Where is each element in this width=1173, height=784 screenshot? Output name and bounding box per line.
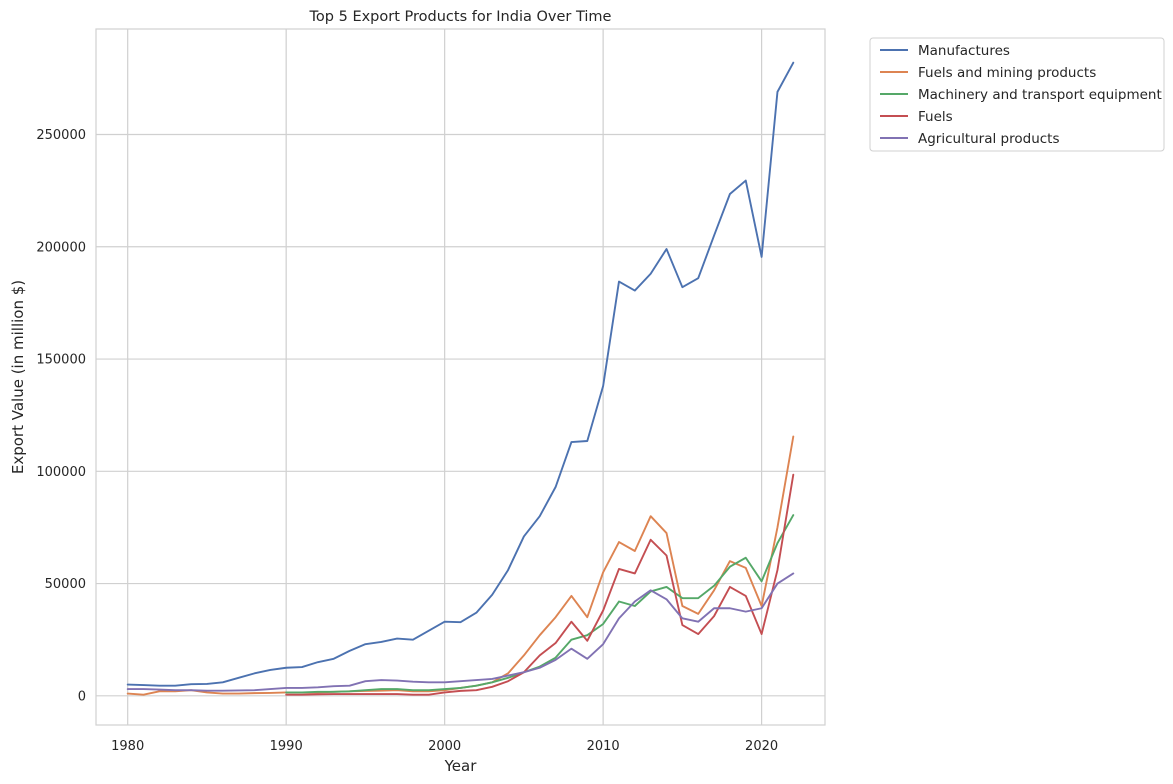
x-tick-label: 1990 [270, 739, 303, 754]
series-line-manufactures [126, 61, 795, 687]
y-axis-label: Export Value (in million $) [9, 280, 27, 474]
legend-frame [869, 37, 1165, 152]
legend-label: Fuels [918, 109, 953, 125]
x-axis-label: Year [444, 757, 478, 775]
x-tick-label: 1980 [111, 739, 144, 754]
x-tick-label: 2000 [428, 739, 461, 754]
legend-label: Agricultural products [918, 131, 1060, 147]
y-tick-label: 0 [78, 689, 86, 704]
legend-item-fuels: Fuels [880, 109, 953, 125]
y-tick-labels: 0 50000 100000 150000 200000 250000 [36, 128, 86, 704]
legend-label: Machinery and transport equipment [918, 87, 1162, 103]
series-manufactures [126, 61, 795, 687]
series-line-fuels [285, 473, 795, 696]
series-machinery-and-transport-equipment [285, 514, 795, 694]
legend-label: Manufactures [918, 43, 1010, 59]
series-lines [126, 61, 795, 696]
grid-lines [96, 29, 825, 725]
legend-item-manufactures: Manufactures [880, 43, 1010, 59]
y-tick-label: 150000 [36, 353, 86, 368]
y-tick-label: 50000 [45, 577, 86, 592]
y-tick-label: 250000 [36, 128, 86, 143]
x-tick-labels: 1980 1990 2000 2010 2020 [111, 739, 778, 754]
legend-label: Fuels and mining products [918, 65, 1096, 81]
series-line-agricultural-products [126, 572, 795, 692]
legend: Manufactures Fuels and mining products Mac… [869, 37, 1165, 152]
legend-item-machinery-and-transport-equipment: Machinery and transport equipment [880, 87, 1162, 103]
y-tick-label: 200000 [36, 240, 86, 255]
chart-title: Top 5 Export Products for India Over Tim… [309, 9, 612, 25]
series-line-machinery-and-transport-equipment [285, 514, 795, 694]
legend-item-agricultural-products: Agricultural products [880, 131, 1060, 147]
x-tick-label: 2020 [745, 739, 778, 754]
x-tick-label: 2010 [587, 739, 620, 754]
plot-area [95, 28, 826, 726]
series-fuels [285, 473, 795, 696]
y-tick-label: 100000 [36, 465, 86, 480]
series-agricultural-products [126, 572, 795, 692]
legend-item-fuels-and-mining-products: Fuels and mining products [880, 65, 1096, 81]
